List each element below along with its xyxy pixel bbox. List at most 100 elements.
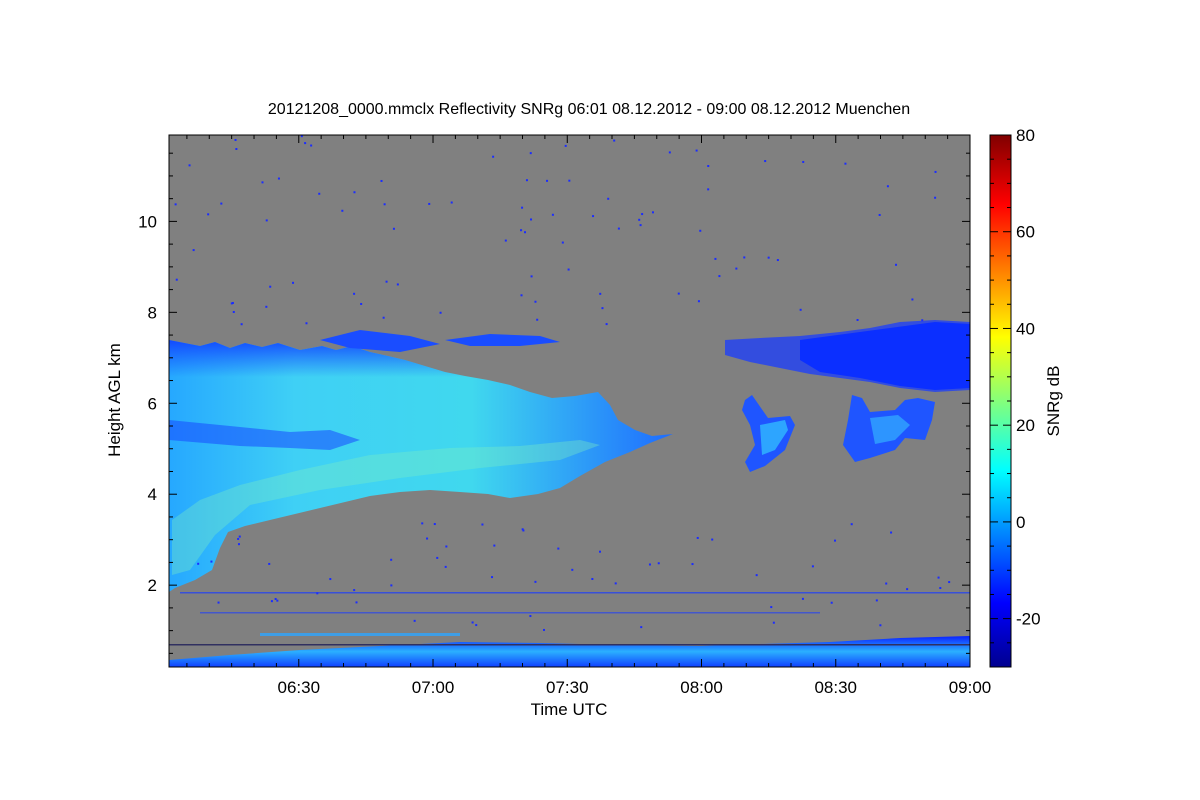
y-axis-label: Height AGL km <box>105 343 124 457</box>
noise-speckle <box>445 545 448 548</box>
colorbar-tick-label: 40 <box>1016 319 1035 338</box>
noise-speckle <box>668 151 671 154</box>
speckle-line <box>180 592 970 594</box>
noise-speckle <box>292 281 295 284</box>
noise-speckle <box>885 582 888 585</box>
noise-speckle <box>385 280 388 283</box>
noise-speckle <box>269 285 272 288</box>
noise-speckle <box>390 584 393 587</box>
noise-speckle <box>524 231 527 234</box>
colorbar-tick-label: 60 <box>1016 223 1035 242</box>
high-cloud-layer-dense <box>800 322 970 390</box>
noise-speckle <box>934 196 937 199</box>
cloud-patch-2-core <box>870 415 910 444</box>
y-axis: 2 4 6 8 10 <box>138 152 970 654</box>
noise-speckle <box>551 213 554 216</box>
cloud-band-inner-dark <box>169 420 360 450</box>
noise-speckle <box>770 606 773 609</box>
noise-speckle <box>426 537 429 540</box>
noise-speckle <box>530 275 533 278</box>
noise-speckle <box>707 165 710 168</box>
noise-speckle <box>939 587 942 590</box>
noise-speckle <box>274 597 277 600</box>
noise-speckle <box>192 249 195 252</box>
y-tick-label: 4 <box>148 485 157 504</box>
noise-speckle <box>617 227 620 230</box>
noise-speckle <box>638 218 641 221</box>
noise-speckle <box>875 599 878 602</box>
noise-speckle <box>886 185 889 188</box>
noise-speckle <box>392 227 395 230</box>
noise-speckle <box>856 318 859 321</box>
noise-speckle <box>235 147 238 150</box>
noise-speckle <box>561 241 564 244</box>
noise-speckle <box>546 179 549 182</box>
noise-speckle <box>641 213 644 216</box>
noise-speckle <box>878 213 881 216</box>
noise-speckle <box>265 305 268 308</box>
noise-speckle <box>413 619 416 622</box>
noise-speckle <box>318 192 321 195</box>
noise-speckle <box>639 224 642 227</box>
cloud-fragment <box>320 330 440 352</box>
noise-speckle <box>341 209 344 212</box>
noise-speckle <box>300 135 303 138</box>
x-tick-label: 06:30 <box>277 678 320 697</box>
noise-speckle <box>591 577 594 580</box>
noise-speckle <box>850 523 853 526</box>
noise-speckle <box>844 162 847 165</box>
chart-title: 20121208_0000.mmclx Reflectivity SNRg 06… <box>268 101 910 118</box>
noise-speckle <box>217 601 220 604</box>
noise-speckle <box>475 624 478 627</box>
noise-speckle <box>718 275 721 278</box>
noise-speckle <box>439 311 442 314</box>
cloud-patch-1-core <box>760 420 788 455</box>
noise-speckle <box>564 144 567 147</box>
noise-speckle <box>707 188 710 191</box>
noise-speckle <box>811 565 814 568</box>
noise-speckle <box>534 300 537 303</box>
noise-speckle <box>481 523 484 526</box>
noise-speckle <box>697 300 700 303</box>
x-axis-label: Time UTC <box>531 700 608 719</box>
noise-speckle <box>232 310 235 313</box>
noise-speckle <box>396 283 399 286</box>
noise-speckle <box>567 268 570 271</box>
noise-speckle <box>197 562 200 565</box>
x-tick-label: 08:30 <box>814 678 857 697</box>
noise-speckle <box>895 263 898 266</box>
noise-speckle <box>921 319 924 322</box>
y-tick-label: 10 <box>138 212 157 231</box>
noise-speckle <box>557 547 560 550</box>
speckle-line <box>260 633 460 636</box>
noise-speckle <box>305 322 308 325</box>
noise-speckle <box>237 543 240 546</box>
noise-speckle <box>890 531 893 534</box>
noise-speckle <box>353 292 356 295</box>
noise-speckle <box>830 601 833 604</box>
noise-speckle <box>491 576 494 579</box>
noise-speckle <box>691 563 694 566</box>
noise-speckle <box>599 550 602 553</box>
noise-speckle <box>799 308 802 311</box>
noise-speckle <box>834 539 837 542</box>
noise-speckle <box>605 323 608 326</box>
noise-speckle <box>521 528 524 531</box>
noise-speckle <box>238 535 241 538</box>
noise-speckle <box>329 578 332 581</box>
echo-features <box>169 135 970 667</box>
noise-speckle <box>801 597 804 600</box>
cloud-band-bright-core <box>172 440 600 575</box>
noise-speckle <box>613 139 616 142</box>
noise-speckle <box>699 229 702 232</box>
noise-speckle <box>520 229 523 232</box>
noise-speckle <box>304 142 307 145</box>
noise-speckle <box>504 239 507 242</box>
noise-speckle <box>534 580 537 583</box>
noise-speckle <box>571 568 574 571</box>
noise-speckle <box>390 558 393 561</box>
noise-speckle <box>677 292 680 295</box>
noise-speckle <box>382 316 385 319</box>
noise-speckle <box>421 522 424 525</box>
